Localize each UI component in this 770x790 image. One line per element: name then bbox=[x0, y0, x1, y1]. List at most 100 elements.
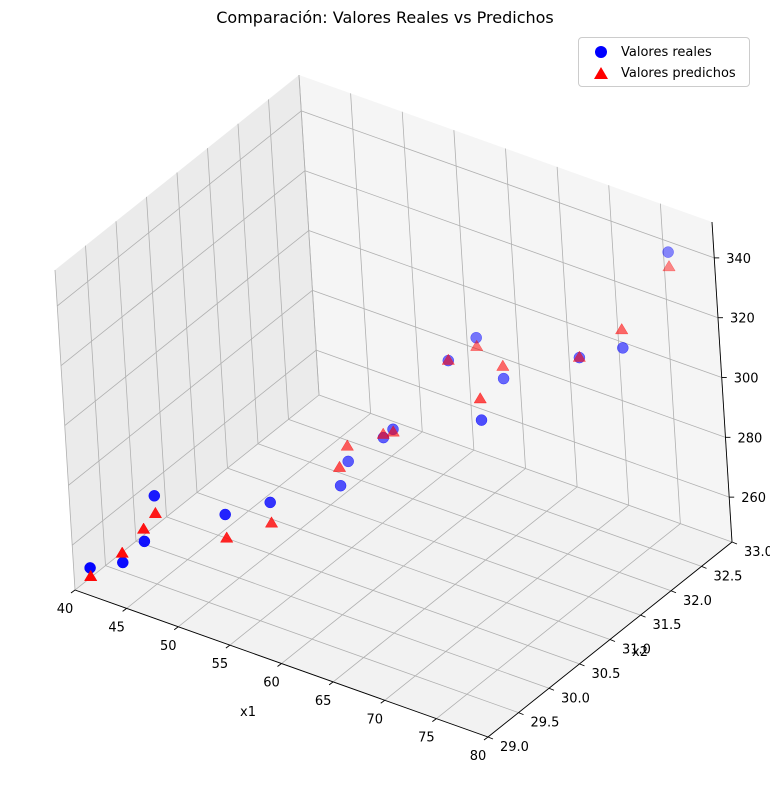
grid-line-z bbox=[71, 349, 317, 546]
predicted-value-point bbox=[148, 506, 163, 518]
y-tick-mark bbox=[548, 687, 555, 691]
predicted-value-point bbox=[441, 353, 455, 365]
predicted-value-point bbox=[340, 439, 354, 451]
chart-title: Comparación: Valores Reales vs Predichos bbox=[216, 8, 554, 27]
grid-line-x bbox=[556, 166, 578, 487]
y-tick-mark bbox=[670, 590, 677, 594]
y-tick-label: 32.0 bbox=[683, 594, 712, 609]
legend-circle-marker bbox=[595, 46, 607, 58]
predicted-value-point bbox=[496, 359, 510, 371]
data-points bbox=[84, 246, 676, 581]
y-tick-mark bbox=[731, 541, 738, 545]
z-axis-line bbox=[711, 221, 733, 543]
legend: Valores reales Valores predichos bbox=[578, 37, 750, 87]
real-value-point bbox=[342, 455, 354, 468]
predicted-value-point bbox=[264, 516, 279, 528]
legend-label: Valores predichos bbox=[621, 65, 736, 81]
real-value-point bbox=[334, 479, 347, 492]
legend-entry-predichos: Valores predichos bbox=[589, 63, 736, 83]
predicted-value-point bbox=[136, 522, 151, 534]
predicted-value-point bbox=[662, 260, 676, 272]
predicted-value-point bbox=[115, 546, 129, 558]
grid-line-z bbox=[60, 170, 306, 367]
predicted-value-point bbox=[386, 425, 400, 437]
z-tick-label: 340 bbox=[726, 252, 751, 267]
grid-line-y bbox=[176, 172, 198, 493]
x-tick-mark bbox=[483, 736, 489, 741]
y-tick-label: 30.5 bbox=[592, 667, 621, 682]
x-tick-label: 40 bbox=[57, 602, 74, 617]
grid-line-y bbox=[115, 221, 137, 542]
x-tick-mark bbox=[328, 681, 334, 686]
real-value-point bbox=[148, 490, 161, 502]
y-tick-mark bbox=[579, 663, 585, 667]
y-tick-mark bbox=[609, 639, 616, 642]
grid-line-x bbox=[401, 111, 423, 432]
grid-line-y bbox=[146, 196, 167, 517]
y-tick-label: 29.0 bbox=[500, 740, 529, 755]
axis-labels: x1 x2 bbox=[240, 645, 648, 720]
grid-line-y bbox=[105, 565, 519, 714]
x-tick-label: 50 bbox=[160, 639, 177, 654]
grid-line-x bbox=[659, 203, 681, 524]
real-value-point bbox=[617, 342, 629, 354]
z-tick-label: 280 bbox=[737, 431, 762, 446]
legend-label: Valores reales bbox=[621, 44, 712, 60]
predicted-value-point bbox=[615, 323, 629, 335]
grid-line-y bbox=[268, 99, 289, 420]
x-tick-label: 55 bbox=[212, 657, 229, 672]
z-tick-label: 300 bbox=[734, 372, 759, 387]
z-tick-label: 260 bbox=[741, 491, 766, 506]
grid-line-y bbox=[166, 516, 580, 665]
legend-triangle-marker bbox=[594, 67, 608, 79]
y-axis-label: x2 bbox=[632, 645, 648, 660]
grid-line-x bbox=[505, 148, 526, 469]
grid-line-x bbox=[350, 93, 372, 414]
x-tick-label: 75 bbox=[418, 731, 435, 746]
grid-line-z bbox=[312, 289, 726, 438]
predicted-value-point bbox=[220, 531, 234, 543]
predicted-value-point bbox=[572, 350, 586, 362]
real-value-point bbox=[662, 246, 674, 258]
grid-line-z bbox=[316, 349, 730, 498]
x-axis-label: x1 bbox=[240, 705, 256, 720]
real-value-point bbox=[475, 414, 488, 426]
predicted-value-point bbox=[376, 427, 390, 439]
x-tick-label: 45 bbox=[108, 620, 125, 635]
x-tick-label: 65 bbox=[315, 694, 332, 709]
grid-line-y bbox=[196, 492, 611, 640]
x-tick-mark bbox=[173, 626, 179, 631]
grid-line-y bbox=[257, 443, 672, 592]
predicted-value-point bbox=[473, 392, 487, 404]
x-tick-mark bbox=[122, 608, 127, 612]
real-value-point bbox=[117, 556, 129, 569]
predicted-value-point bbox=[470, 339, 484, 351]
grid-line-y bbox=[207, 148, 228, 469]
grid-line-y bbox=[227, 467, 641, 616]
tick-labels: 40 45 50 55 60 65 70 75 80 29.029.530.030.531.031… bbox=[57, 252, 770, 764]
grid-line-y bbox=[298, 74, 320, 396]
legend-entry-reales: Valores reales bbox=[589, 42, 712, 62]
x-tick-label: 80 bbox=[470, 749, 487, 764]
grid-line-x bbox=[453, 130, 475, 451]
real-value-point bbox=[138, 535, 151, 548]
grid-line-y bbox=[237, 123, 259, 444]
real-value-point bbox=[497, 372, 510, 385]
grid-line-y bbox=[318, 394, 733, 543]
x-tick-mark bbox=[225, 644, 231, 649]
axis-lines bbox=[70, 221, 738, 741]
predicted-value-point bbox=[84, 569, 98, 581]
z-tick-label: 320 bbox=[730, 312, 755, 327]
y-tick-label: 31.0 bbox=[622, 643, 651, 658]
y-tick-mark bbox=[487, 736, 494, 740]
y-tick-label: 33.0 bbox=[744, 545, 770, 560]
y-tick-label: 31.5 bbox=[653, 618, 682, 633]
x-tick-mark bbox=[70, 589, 76, 594]
grid-line-z bbox=[64, 230, 309, 426]
y-tick-label: 30.0 bbox=[561, 691, 590, 706]
grid-line-z bbox=[304, 170, 719, 319]
grid-line-y bbox=[54, 269, 76, 591]
x-tick-mark bbox=[380, 699, 386, 704]
x-tick-label: 70 bbox=[366, 712, 383, 727]
